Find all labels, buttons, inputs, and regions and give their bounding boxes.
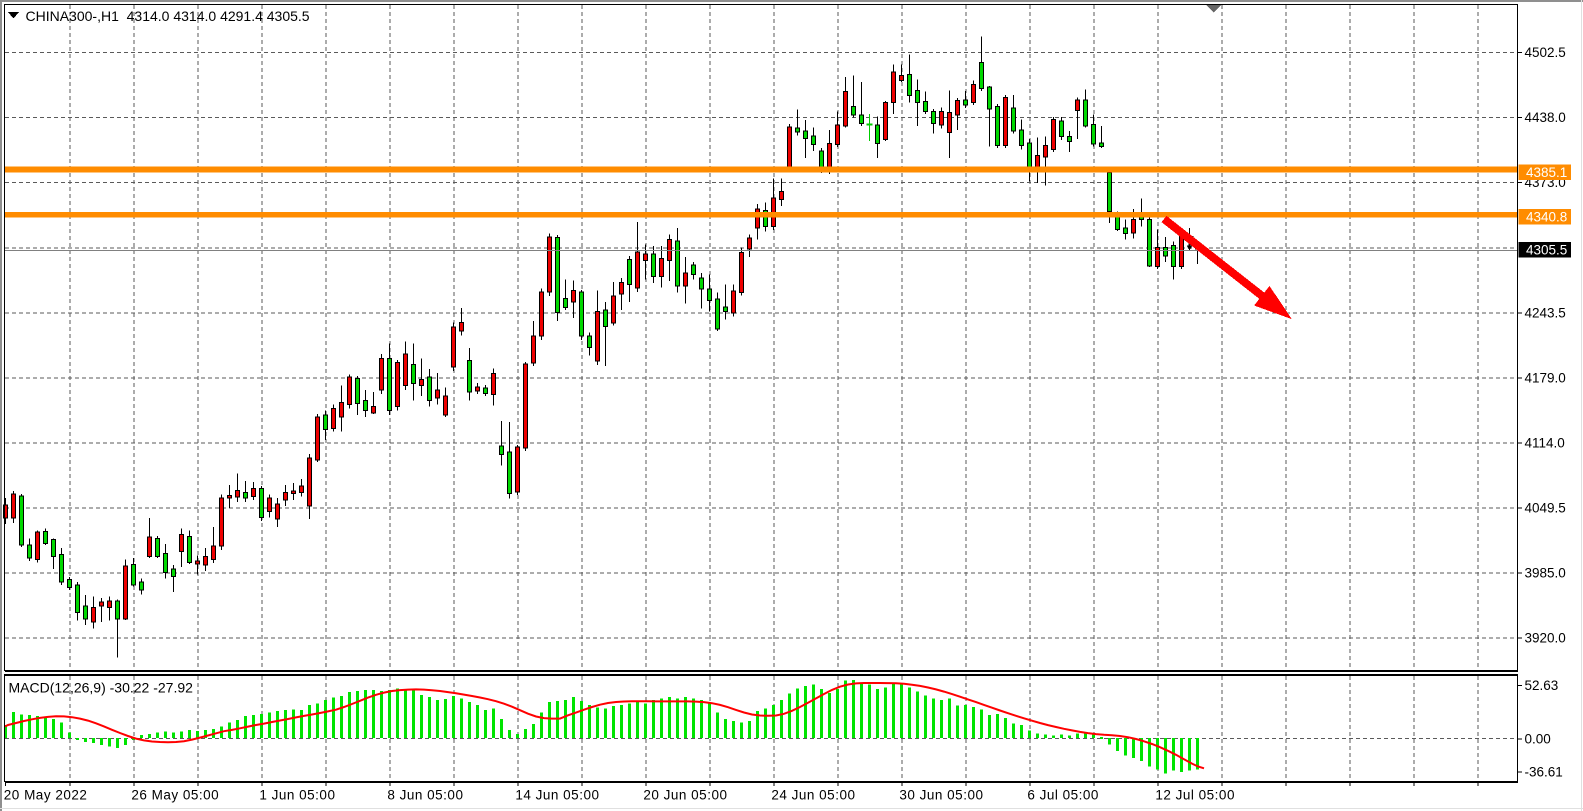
- svg-text:20 Jun 05:00: 20 Jun 05:00: [643, 788, 727, 803]
- svg-text:12 Jul 05:00: 12 Jul 05:00: [1155, 788, 1235, 803]
- svg-text:52.63: 52.63: [1525, 678, 1559, 693]
- svg-text:MACD(12,26,9) -30.22 -27.92: MACD(12,26,9) -30.22 -27.92: [9, 680, 194, 696]
- svg-text:4243.5: 4243.5: [1525, 305, 1566, 320]
- svg-text:6 Jul 05:00: 6 Jul 05:00: [1027, 788, 1099, 803]
- svg-text:CHINA300-,H1 4314.0 4314.0 42: CHINA300-,H1 4314.0 4314.0 4291.4 4305.5: [26, 8, 310, 24]
- svg-text:4340.8: 4340.8: [1526, 209, 1567, 224]
- svg-text:26 May 05:00: 26 May 05:00: [131, 788, 219, 803]
- svg-text:20 May 2022: 20 May 2022: [4, 788, 88, 803]
- svg-text:4502.5: 4502.5: [1525, 45, 1566, 60]
- svg-text:4049.5: 4049.5: [1525, 501, 1566, 516]
- svg-text:3920.0: 3920.0: [1525, 631, 1566, 646]
- svg-text:0.00: 0.00: [1525, 732, 1551, 747]
- svg-text:4385.1: 4385.1: [1526, 165, 1567, 180]
- svg-text:-36.61: -36.61: [1525, 765, 1563, 780]
- svg-text:4179.0: 4179.0: [1525, 370, 1566, 385]
- svg-text:3985.0: 3985.0: [1525, 566, 1566, 581]
- svg-text:24 Jun 05:00: 24 Jun 05:00: [771, 788, 855, 803]
- svg-text:14 Jun 05:00: 14 Jun 05:00: [515, 788, 599, 803]
- svg-text:4305.5: 4305.5: [1526, 243, 1567, 258]
- svg-text:1 Jun 05:00: 1 Jun 05:00: [259, 788, 335, 803]
- svg-text:4438.0: 4438.0: [1525, 110, 1566, 125]
- svg-text:4114.0: 4114.0: [1525, 436, 1565, 451]
- svg-text:30 Jun 05:00: 30 Jun 05:00: [899, 788, 983, 803]
- svg-text:8 Jun 05:00: 8 Jun 05:00: [387, 788, 463, 803]
